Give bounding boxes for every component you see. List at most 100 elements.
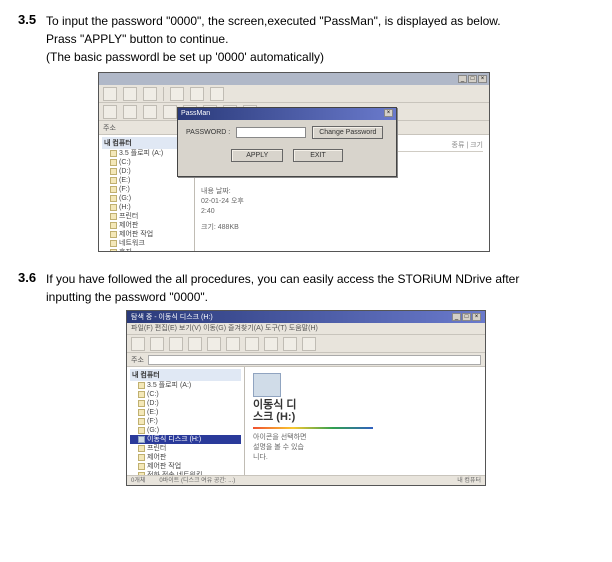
tree-item[interactable]: (F:) bbox=[102, 185, 191, 194]
toolbar-icon[interactable] bbox=[163, 105, 177, 119]
up-icon[interactable] bbox=[169, 337, 183, 351]
folder-icon bbox=[110, 231, 117, 238]
folder-tree[interactable]: 내 컴퓨터 3.5 플로피 (A:)(C:)(D:)(E:)(F:)(G:)이동… bbox=[127, 367, 245, 475]
tree-item[interactable]: (H:) bbox=[102, 203, 191, 212]
folder-icon bbox=[138, 463, 145, 470]
tree-item[interactable]: (E:) bbox=[130, 408, 241, 417]
paste-icon[interactable] bbox=[226, 337, 240, 351]
status-objects: 0개체 bbox=[131, 476, 145, 485]
forward-icon[interactable] bbox=[150, 337, 164, 351]
screenshot-passman: _ □ × 주소 내 컴퓨터 bbox=[98, 72, 490, 252]
status-bar: 0개체 0바이트 (디스크 여유 공간: ...) 내 컴퓨터 bbox=[127, 475, 485, 485]
address-bar: 주소 bbox=[127, 353, 485, 367]
toolbar-nav bbox=[99, 85, 489, 103]
copy-icon[interactable] bbox=[207, 337, 221, 351]
cut-icon[interactable] bbox=[188, 337, 202, 351]
tree-item[interactable]: 휴지 bbox=[102, 248, 191, 251]
tree-item[interactable]: 제어판 bbox=[130, 453, 241, 462]
folder-icon bbox=[110, 168, 117, 175]
up-icon[interactable] bbox=[143, 87, 157, 101]
tree-item[interactable]: 이동식 디스크 (H:) bbox=[130, 435, 241, 444]
folder-icon bbox=[138, 454, 145, 461]
toolbar-icon[interactable] bbox=[123, 105, 137, 119]
tree-item[interactable]: (G:) bbox=[130, 426, 241, 435]
tree-item[interactable]: 프린터 bbox=[102, 212, 191, 221]
minimize-button[interactable]: _ bbox=[458, 75, 467, 83]
folder-icon bbox=[138, 391, 145, 398]
file-metadata: 내용 날짜: 02-01-24 오후 2:40 크기: 488KB bbox=[201, 187, 483, 233]
forward-icon[interactable] bbox=[123, 87, 137, 101]
folder-icon bbox=[138, 445, 145, 452]
section-3-5: 3.5 To input the password "0000", the sc… bbox=[18, 12, 594, 252]
tree-item[interactable]: 전화 접속 네트워킹 bbox=[130, 471, 241, 475]
drive-pane: 이동식 디 스크 (H:) 아이콘을 선택하면 설명을 볼 수 있습 니다. bbox=[245, 367, 485, 475]
drive-title: 이동식 디 스크 (H:) bbox=[253, 399, 477, 423]
tree-item[interactable]: 제어판 작업 bbox=[130, 462, 241, 471]
folder-icon bbox=[110, 240, 117, 247]
menu-bar[interactable]: 파일(F) 편집(E) 보기(V) 이동(G) 즐겨찾기(A) 도구(T) 도움… bbox=[127, 323, 485, 335]
tree-item[interactable]: 3.5 플로피 (A:) bbox=[130, 381, 241, 390]
folder-icon bbox=[110, 150, 117, 157]
text-line: To input the password "0000", the screen… bbox=[46, 12, 594, 30]
delete-icon[interactable] bbox=[264, 337, 278, 351]
window-title: 탐색 중 - 이동식 디스크 (H:) bbox=[131, 312, 213, 322]
back-icon[interactable] bbox=[131, 337, 145, 351]
drive-hint: 아이콘을 선택하면 설명을 볼 수 있습 니다. bbox=[253, 433, 477, 463]
properties-icon[interactable] bbox=[283, 337, 297, 351]
tree-item[interactable]: 제어판 bbox=[102, 221, 191, 230]
tree-item[interactable]: 네트워크 bbox=[102, 239, 191, 248]
folder-icon bbox=[138, 409, 145, 416]
tree-item[interactable]: (D:) bbox=[130, 399, 241, 408]
cut-icon[interactable] bbox=[170, 87, 184, 101]
tree-item[interactable]: 프린터 bbox=[130, 444, 241, 453]
exit-button[interactable]: EXIT bbox=[293, 149, 343, 162]
drive-icon bbox=[138, 436, 145, 443]
divider bbox=[253, 427, 373, 429]
address-input[interactable] bbox=[148, 355, 481, 365]
undo-icon[interactable] bbox=[245, 337, 259, 351]
copy-icon[interactable] bbox=[190, 87, 204, 101]
text-line: (The basic passwordl be set up '0000' au… bbox=[46, 48, 594, 66]
toolbar-icon[interactable] bbox=[143, 105, 157, 119]
password-input[interactable] bbox=[236, 127, 306, 138]
maximize-button[interactable]: □ bbox=[468, 75, 477, 83]
tree-item[interactable]: (C:) bbox=[130, 390, 241, 399]
status-location: 내 컴퓨터 bbox=[457, 476, 481, 485]
section-number: 3.6 bbox=[18, 270, 46, 285]
tree-item[interactable]: (F:) bbox=[130, 417, 241, 426]
paste-icon[interactable] bbox=[210, 87, 224, 101]
toolbar-icon[interactable] bbox=[103, 105, 117, 119]
column-header: 종류 | 크기 bbox=[452, 140, 483, 150]
folder-icon bbox=[110, 204, 117, 211]
minimize-button[interactable]: _ bbox=[452, 313, 461, 321]
address-label: 주소 bbox=[103, 123, 116, 133]
close-button[interactable]: × bbox=[478, 75, 487, 83]
apply-button[interactable]: APPLY bbox=[231, 149, 283, 162]
maximize-button[interactable]: □ bbox=[462, 313, 471, 321]
text-line: inputting the password "0000". bbox=[46, 288, 594, 306]
tree-item[interactable]: 제어판 작업 bbox=[102, 230, 191, 239]
window-titlebar: _ □ × bbox=[99, 73, 489, 85]
tree-item[interactable]: (G:) bbox=[102, 194, 191, 203]
folder-icon bbox=[110, 249, 117, 251]
text-line: Prass "APPLY" button to continue. bbox=[46, 30, 594, 48]
change-password-button[interactable]: Change Password bbox=[312, 126, 383, 139]
status-size: 0바이트 (디스크 여유 공간: ...) bbox=[159, 476, 235, 485]
address-label: 주소 bbox=[131, 355, 144, 365]
views-icon[interactable] bbox=[302, 337, 316, 351]
folder-icon bbox=[110, 186, 117, 193]
section-3-6: 3.6 If you have followed the all procedu… bbox=[18, 270, 594, 486]
close-icon[interactable]: × bbox=[384, 109, 393, 117]
folder-icon bbox=[138, 382, 145, 389]
back-icon[interactable] bbox=[103, 87, 117, 101]
passman-dialog: PassMan × PASSWORD : Change Password APP… bbox=[177, 107, 397, 177]
close-button[interactable]: × bbox=[472, 313, 481, 321]
window-titlebar: 탐색 중 - 이동식 디스크 (H:) _ □ × bbox=[127, 311, 485, 323]
tree-item[interactable]: (E:) bbox=[102, 176, 191, 185]
folder-icon bbox=[110, 222, 117, 229]
folder-icon bbox=[138, 418, 145, 425]
dialog-titlebar: PassMan × bbox=[178, 108, 396, 120]
folder-icon bbox=[110, 213, 117, 220]
screenshot-ndrive: 탐색 중 - 이동식 디스크 (H:) _ □ × 파일(F) 편집(E) 보기… bbox=[126, 310, 486, 486]
folder-icon bbox=[110, 177, 117, 184]
